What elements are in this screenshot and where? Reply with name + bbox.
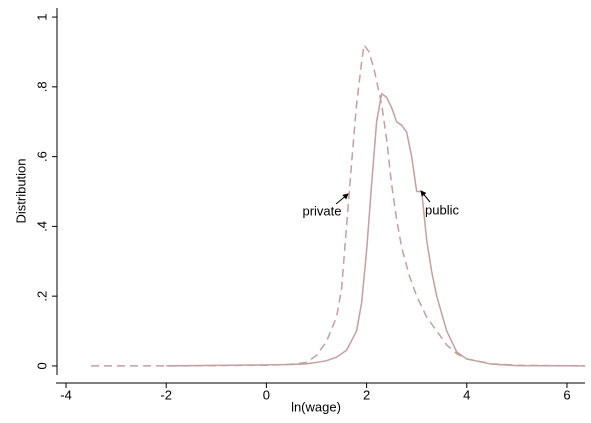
line-series [166,92,586,367]
x-tick-label: 6 [563,387,570,402]
y-tick-label: .8 [34,81,49,92]
y-tick-label: 1 [34,13,49,20]
annotation-arrow [420,190,431,203]
annotation-arrow [335,193,349,205]
annotation: private [302,203,341,218]
x-tick-label: 0 [263,387,270,402]
x-tick-label: -2 [160,387,172,402]
y-tick-label: 0 [34,362,49,369]
y-tick-label: .2 [34,291,49,302]
x-tick-label: 4 [463,387,470,402]
y-axis-title: Distribution [13,158,28,223]
line-series [91,43,586,367]
y-tick-label: .4 [34,221,49,232]
x-axis-title: ln(wage) [291,399,341,414]
x-tick-label: 2 [363,387,370,402]
y-tick-label: .6 [34,151,49,162]
annotation: public [425,202,459,217]
x-tick-label: -4 [60,387,72,402]
